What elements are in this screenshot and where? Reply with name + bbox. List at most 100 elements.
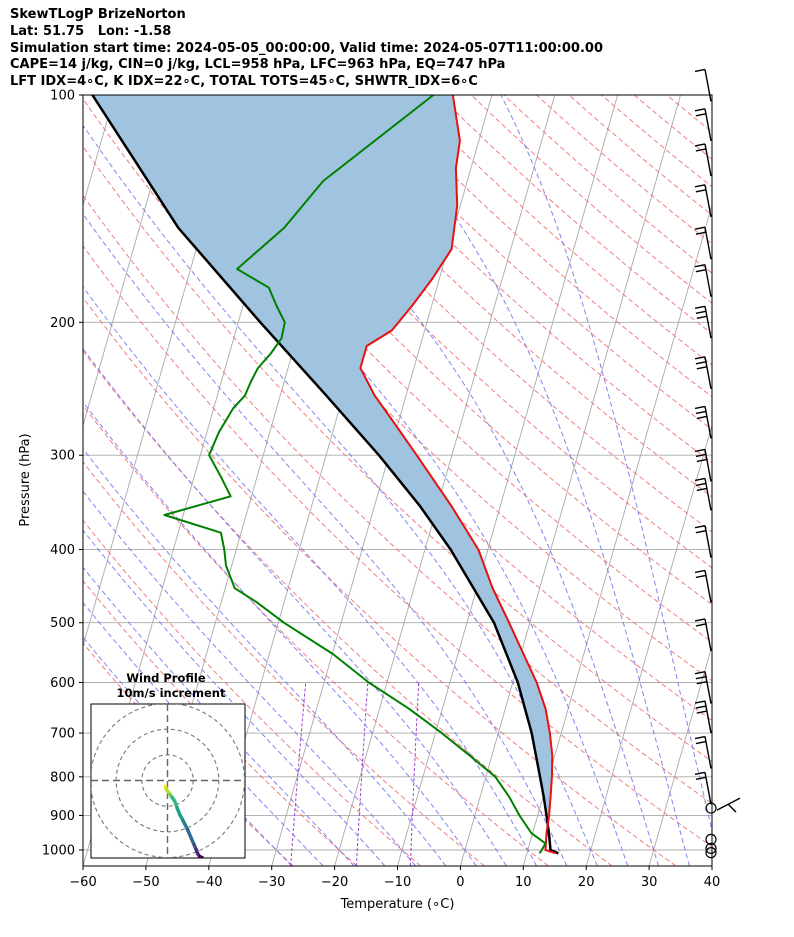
dry-adiabat-line [145, 95, 712, 643]
mixing-ratio-line [409, 682, 420, 866]
wind-barb-flag [694, 771, 706, 776]
temperature-line [359, 95, 557, 855]
wind-barb-flag [694, 569, 706, 574]
wind-barb-flag [696, 315, 707, 319]
dry-adiabat-line [83, 145, 712, 763]
wind-barb-flag [696, 366, 707, 370]
y-tick-label: 400 [50, 543, 75, 558]
dewpoint-line [163, 95, 547, 854]
x-tick-label: −30 [258, 875, 285, 890]
wind-barb-flag [695, 453, 707, 458]
wind-barb-flag [695, 231, 707, 235]
wind-barb-staff [704, 306, 712, 339]
moist-adiabat-line [136, 95, 629, 866]
calm-wind-marker [705, 847, 717, 859]
wind-barb-flag [696, 458, 707, 463]
y-tick-label: 600 [50, 676, 75, 691]
wind-barb-staff [704, 227, 712, 260]
wind-barb-flag [695, 148, 707, 152]
dry-adiabat-line [83, 245, 712, 848]
dry-adiabat-line [373, 95, 712, 398]
wind-barb-flag [694, 305, 706, 309]
isotherm-line [585, 423, 712, 866]
wind-barb-flag [696, 487, 707, 492]
calm-wind-marker [705, 833, 717, 845]
x-tick-label: −60 [69, 875, 96, 890]
isotherm-line [775, 95, 794, 866]
wind-barb-flag [695, 113, 707, 117]
wind-barb-staff [704, 449, 712, 482]
y-tick-label: 200 [50, 316, 75, 331]
mixing-ratio-line [355, 682, 369, 866]
wind-barb-flag [694, 108, 706, 112]
wind-barb-staff [704, 700, 712, 734]
wind-barb-staff [704, 406, 712, 439]
y-tick-label: 1000 [42, 844, 75, 859]
x-tick-label: −20 [321, 875, 348, 890]
dry-adiabat-line [438, 95, 712, 335]
moist-adiabat-line [83, 124, 598, 866]
x-tick-label: 0 [456, 875, 464, 890]
dry-adiabat-line [83, 296, 677, 866]
wind-barb-flag [695, 310, 707, 314]
dry-adiabat-line [405, 95, 712, 366]
y-tick-label: 100 [50, 89, 75, 104]
wind-barb-flag [695, 675, 707, 680]
moist-adiabat-line [83, 448, 447, 866]
wind-barb-flag [695, 776, 707, 781]
wind-barb-flag [696, 680, 707, 685]
chart-title: SkewTLogP BrizeNorton [10, 7, 186, 22]
y-tick-label: 800 [50, 770, 75, 785]
wind-barb-flag [695, 189, 707, 193]
wind-barb-flag [694, 405, 706, 410]
moist-adiabat-line [83, 566, 355, 866]
dry-adiabat-line [633, 95, 712, 160]
y-tick-label: 500 [50, 616, 75, 631]
wind-barb-flag [694, 670, 706, 675]
hodograph-subtitle: 10m/s increment [117, 686, 226, 700]
x-tick-label: 30 [641, 875, 658, 890]
hodograph-ring [91, 704, 245, 858]
y-tick-label: 300 [50, 449, 75, 464]
isotherm-line [334, 95, 556, 866]
hodograph: Wind Profile 10m/s increment [90, 671, 246, 859]
x-tick-label: −10 [384, 875, 411, 890]
wind-barb-flag [694, 477, 706, 482]
dry-adiabat-line [666, 95, 712, 133]
moist-adiabat-line [500, 95, 712, 833]
y-tick-label: 900 [50, 809, 75, 824]
calm-wind-marker [705, 802, 717, 814]
x-axis-label: Temperature (∘C) [340, 897, 455, 912]
wind-barb-staff [704, 264, 712, 297]
wind-barb-flag [727, 803, 737, 813]
wind-barb-staff [704, 671, 712, 704]
wind-barb-flag [695, 529, 707, 534]
x-tick-label: −50 [132, 875, 159, 890]
dry-adiabat-line [536, 95, 712, 245]
dry-adiabat-line [568, 95, 712, 216]
wind-barb-staff [704, 108, 712, 141]
wind-barb-flag [694, 356, 706, 360]
isotherm-line [459, 95, 681, 866]
wind-barb-flag [694, 226, 706, 230]
moist-adiabat-line [235, 95, 660, 866]
wind-barb-staff [704, 478, 712, 511]
isotherm-line [522, 203, 712, 866]
wind-barb-staff [704, 143, 712, 177]
wind-barb-flag [694, 264, 706, 268]
isotherm-line [83, 95, 178, 428]
isotherm-line [648, 644, 712, 866]
wind-barb-flag [695, 623, 707, 627]
dry-adiabat-line [83, 194, 712, 805]
dry-adiabat-line [83, 404, 549, 866]
x-tick-label: 40 [704, 875, 721, 890]
isotherm-line [711, 864, 712, 866]
wind-barb-flag [695, 482, 707, 487]
moist-adiabat-line [83, 401, 477, 866]
calm-wind-marker [705, 842, 717, 854]
wind-barb-flag [695, 269, 707, 273]
wind-barb-flag [695, 574, 707, 579]
wind-barb-flag [695, 361, 707, 365]
wind-barb-staff [704, 618, 712, 652]
